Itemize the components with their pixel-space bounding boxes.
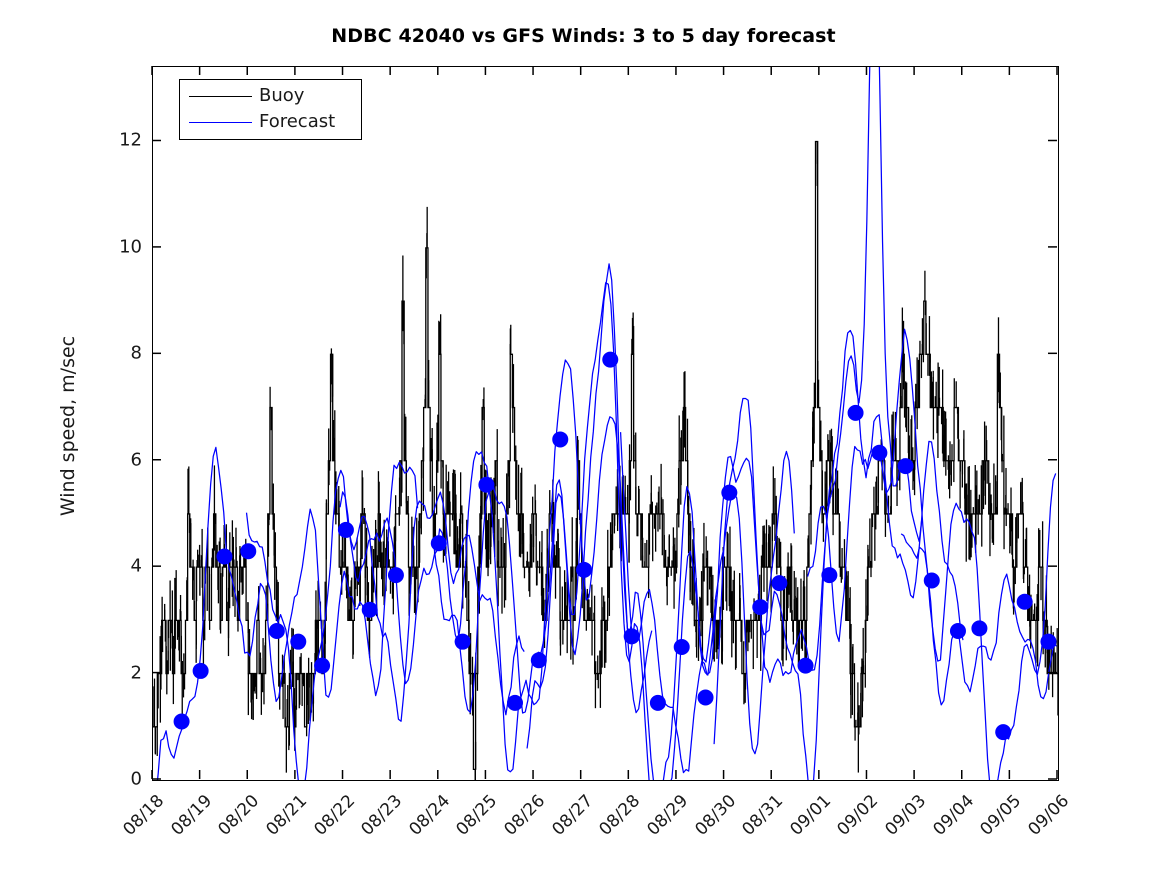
y-tick-label: 12: [119, 129, 142, 151]
y-tick-label: 10: [119, 236, 142, 258]
legend-label-forecast: Forecast: [259, 111, 336, 132]
forecast-marker: [314, 657, 331, 674]
forecast-run-trace: [619, 67, 923, 774]
forecast-marker: [576, 561, 593, 578]
forecast-marker: [871, 444, 888, 461]
forecast-marker: [949, 623, 966, 640]
chart-title: NDBC 42040 vs GFS Winds: 3 to 5 day fore…: [331, 25, 836, 47]
forecast-marker: [721, 484, 738, 501]
legend-swatch-buoy: [189, 96, 252, 97]
x-tick-label: 08/30: [690, 791, 740, 840]
forecast-run-trace: [156, 446, 419, 780]
forecast-marker: [430, 535, 447, 552]
forecast-marker: [995, 724, 1012, 741]
y-tick-label: 6: [130, 449, 142, 471]
y-tick-label: 4: [130, 555, 142, 577]
forecast-marker: [530, 652, 547, 669]
forecast-marker: [649, 694, 666, 711]
forecast-marker: [387, 567, 404, 584]
x-tick-label: 08/29: [643, 791, 693, 840]
forecast-marker: [552, 431, 569, 448]
x-tick-label: 09/03: [881, 791, 931, 840]
x-tick-label: 09/02: [833, 791, 883, 840]
forecast-marker: [361, 601, 378, 618]
forecast-marker: [454, 633, 471, 650]
forecast-marker: [507, 694, 523, 711]
forecast-marker: [847, 404, 864, 421]
x-tick-label: 09/06: [1024, 791, 1074, 840]
x-tick-label: 08/24: [405, 791, 454, 840]
forecast-marker: [771, 575, 788, 592]
forecast-marker: [623, 628, 640, 645]
forecast-marker: [602, 351, 619, 368]
forecast-run-trace: [713, 329, 964, 780]
x-tick-label: 08/26: [500, 791, 550, 840]
forecast-marker: [1040, 633, 1057, 650]
forecast-marker: [173, 713, 190, 730]
y-tick-label: 0: [130, 768, 142, 790]
x-tick-label: 08/19: [166, 791, 216, 840]
x-tick-label: 09/05: [976, 791, 1026, 840]
forecast-marker: [337, 521, 354, 538]
forecast-marker: [923, 572, 940, 589]
forecast-run-trace: [432, 263, 712, 780]
forecast-marker: [268, 623, 285, 640]
x-tick-label: 08/23: [357, 791, 407, 840]
x-tick-label: 08/28: [595, 791, 645, 840]
forecast-marker: [821, 567, 838, 584]
x-tick-label: 08/25: [452, 791, 502, 840]
forecast-run-trace: [526, 282, 795, 780]
series-forecast-markers: [173, 351, 1057, 741]
legend-label-buoy: Buoy: [259, 85, 305, 106]
x-tick-label: 08/20: [214, 791, 264, 840]
legend-entry-forecast: Forecast: [180, 109, 361, 135]
forecast-marker: [971, 620, 988, 637]
x-tick-label: 09/01: [786, 791, 835, 840]
series-canvas: [153, 67, 1058, 780]
forecast-marker: [240, 543, 257, 560]
legend-swatch-forecast: [189, 122, 252, 123]
forecast-marker: [697, 689, 714, 706]
x-tick-label: 08/21: [262, 791, 312, 840]
forecast-marker: [673, 638, 690, 655]
forecast-marker: [478, 476, 495, 493]
forecast-marker: [897, 458, 914, 475]
forecast-marker: [1016, 593, 1033, 610]
x-tick-label: 08/27: [548, 791, 597, 840]
forecast-run-trace: [900, 473, 1057, 780]
y-axis-tick-labels: 0 2 4 6 8 10 12: [80, 0, 142, 875]
plot-area: [152, 66, 1059, 781]
x-tick-label: 08/18: [119, 791, 169, 840]
x-tick-label: 08/22: [309, 791, 359, 840]
forecast-marker: [192, 662, 209, 679]
legend-entry-buoy: Buoy: [180, 83, 361, 109]
forecast-run-trace: [245, 469, 525, 780]
legend-box: Buoy Forecast: [179, 79, 362, 140]
y-tick-label: 8: [130, 342, 142, 364]
forecast-marker: [216, 548, 233, 565]
forecast-marker: [797, 657, 814, 674]
x-tick-label: 09/04: [929, 791, 978, 840]
forecast-run-trace: [339, 359, 653, 773]
y-tick-label: 2: [130, 662, 142, 684]
forecast-marker: [290, 633, 307, 650]
forecast-marker: [752, 599, 769, 616]
x-tick-label: 08/31: [738, 791, 788, 840]
series-forecast: [156, 67, 1057, 780]
